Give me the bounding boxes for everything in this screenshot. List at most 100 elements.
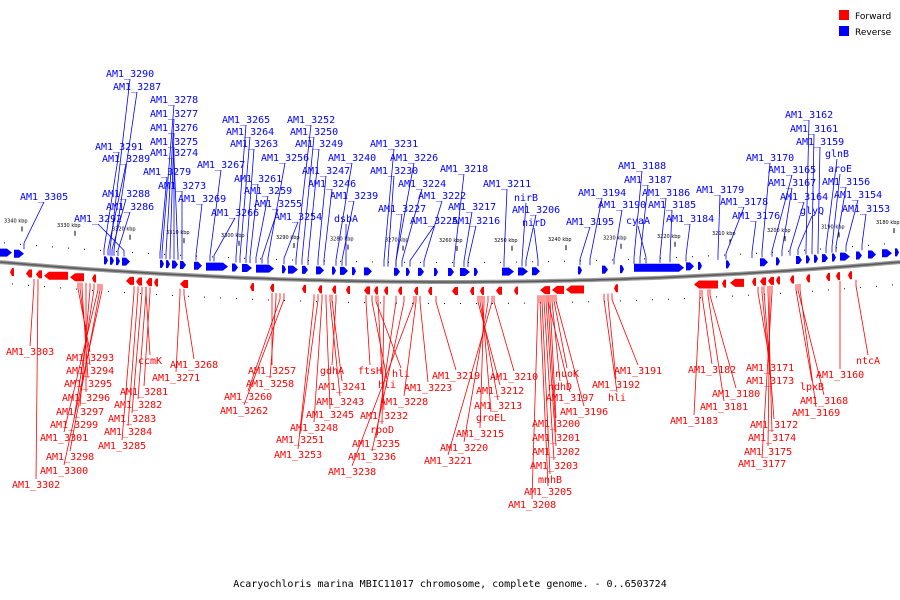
tick-dot bbox=[308, 260, 309, 261]
tick-dot bbox=[196, 255, 197, 257]
reverse-gene bbox=[868, 250, 876, 259]
forward-gene bbox=[92, 274, 96, 283]
reverse-gene bbox=[116, 257, 120, 266]
tick-dot bbox=[68, 247, 69, 249]
scale-tick-label: 3330 kbp bbox=[57, 223, 81, 229]
leader-line bbox=[757, 286, 771, 363]
leader-line bbox=[579, 226, 591, 266]
leader-line bbox=[245, 148, 255, 263]
forward-gene-label: AM1_3172 bbox=[750, 420, 798, 431]
reverse-strand-genes bbox=[0, 248, 899, 276]
forward-leader-lines bbox=[29, 279, 869, 500]
scale-tick-label: 3230 kbp bbox=[603, 236, 627, 242]
forward-gene bbox=[346, 285, 350, 294]
tick-dot bbox=[324, 260, 325, 262]
scale-tick-label: 3280 kbp bbox=[330, 237, 354, 243]
tick-dot bbox=[772, 251, 773, 253]
leader-line bbox=[669, 209, 673, 263]
scale-tick-label: 3320 kbp bbox=[112, 227, 136, 233]
forward-gene-label: ntcA bbox=[856, 356, 880, 367]
reverse-gene bbox=[460, 267, 470, 276]
forward-gene-label: AM1_3283 bbox=[108, 414, 156, 425]
reverse-gene-label: AM1_3246 bbox=[308, 179, 356, 190]
tick-dot bbox=[804, 249, 805, 251]
tick-dot bbox=[476, 303, 477, 304]
reverse-gene bbox=[242, 263, 252, 272]
forward-gene-label: AM1_3296 bbox=[62, 393, 110, 404]
leader-line bbox=[541, 295, 551, 475]
leader-line bbox=[329, 294, 341, 397]
tick-dot bbox=[724, 254, 725, 256]
tick-dot bbox=[532, 261, 533, 263]
forward-gene-label: AM1_3300 bbox=[40, 466, 88, 477]
leader-line bbox=[103, 151, 120, 256]
forward-gene-label: AM1_3201 bbox=[532, 433, 580, 444]
forward-gene-label: AM1_3182 bbox=[688, 365, 736, 376]
leader-line bbox=[183, 289, 195, 360]
leader-line bbox=[375, 295, 402, 369]
forward-gene-label: AM1_3284 bbox=[104, 427, 152, 438]
leader-line bbox=[213, 217, 236, 262]
forward-gene bbox=[496, 286, 502, 295]
forward-gene bbox=[270, 283, 274, 292]
forward-gene bbox=[694, 280, 718, 289]
forward-gene bbox=[414, 286, 418, 295]
tick-dot bbox=[524, 302, 525, 304]
leader-line bbox=[855, 279, 869, 356]
reverse-gene bbox=[796, 256, 802, 265]
leader-line bbox=[127, 286, 139, 427]
reverse-gene-label: nirB bbox=[514, 193, 538, 204]
reverse-gene-label: AM1_3211 bbox=[483, 179, 531, 190]
reverse-gene-label: AM1_3286 bbox=[106, 202, 154, 213]
reverse-gene-label: AM1_3231 bbox=[370, 139, 418, 150]
leader-line bbox=[79, 283, 91, 407]
reverse-gene-label: AM1_3154 bbox=[834, 190, 882, 201]
scale-tick-label: 3210 kbp bbox=[712, 231, 736, 237]
forward-gene-label: AM1_3253 bbox=[274, 450, 322, 461]
leader-line bbox=[97, 223, 125, 257]
leader-line bbox=[35, 279, 39, 480]
forward-gene bbox=[470, 286, 474, 295]
scale-tick-label: 3250 kbp bbox=[494, 238, 518, 244]
forward-gene bbox=[154, 278, 158, 287]
tick-dot bbox=[276, 259, 277, 260]
reverse-gene-label: AM1_3273 bbox=[158, 181, 206, 192]
scale-tick-label: 3310 kbp bbox=[166, 230, 190, 236]
forward-gene-label: AM1_3169 bbox=[792, 408, 840, 419]
leader-line bbox=[693, 289, 701, 416]
leader-line bbox=[611, 293, 639, 366]
tick-dot bbox=[756, 252, 757, 254]
leader-line bbox=[131, 286, 143, 414]
tick-dot bbox=[236, 298, 237, 300]
leader-line bbox=[159, 176, 168, 259]
leader-line bbox=[121, 286, 135, 441]
leader-line bbox=[861, 213, 867, 251]
leader-line bbox=[701, 289, 713, 365]
forward-gene bbox=[136, 277, 142, 286]
reverse-gene bbox=[814, 254, 818, 263]
reverse-gene-label: AM1_3290 bbox=[106, 69, 154, 80]
reverse-gene bbox=[394, 267, 400, 276]
leader-line bbox=[243, 293, 285, 406]
forward-gene bbox=[364, 286, 370, 295]
reverse-gene bbox=[232, 263, 238, 272]
leader-line bbox=[267, 162, 286, 264]
tick-dot bbox=[852, 246, 853, 248]
leader-line bbox=[117, 211, 131, 257]
reverse-gene-label: AM1_3249 bbox=[295, 139, 343, 150]
leader-line bbox=[255, 195, 269, 264]
forward-gene bbox=[318, 285, 322, 294]
reverse-gene bbox=[256, 264, 274, 273]
tick-dot bbox=[124, 292, 125, 293]
forward-gene-label: AM1_3192 bbox=[592, 380, 640, 391]
tick-dot bbox=[60, 287, 61, 289]
leader-line bbox=[313, 294, 323, 423]
leader-line bbox=[477, 295, 501, 386]
reverse-gene-label: AM1_3218 bbox=[440, 164, 488, 175]
scale-ticks: 3340 kbp 3330 kbp 3320 kbp 3310 kbp 3300 kbp… bbox=[4, 218, 900, 251]
reverse-gene bbox=[122, 257, 130, 266]
reverse-gene-label: AM1_3240 bbox=[328, 153, 376, 164]
reverse-gene bbox=[882, 249, 892, 258]
forward-gene bbox=[26, 269, 32, 278]
